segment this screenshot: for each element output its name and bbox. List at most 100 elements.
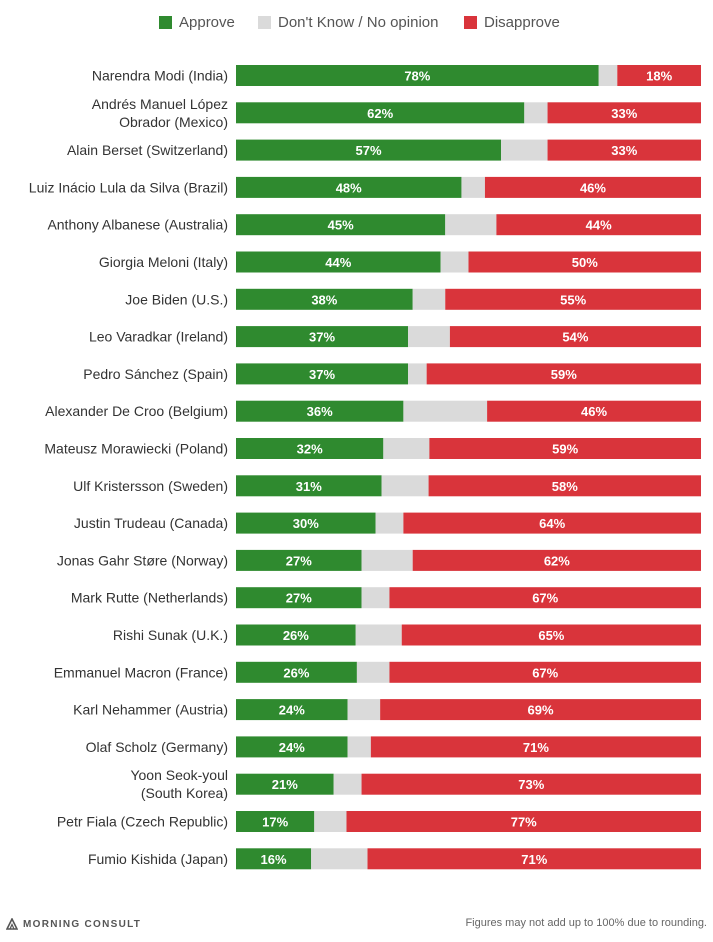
data-label-disapprove: 77% [511,815,537,830]
bar-segment-dontknow [381,475,429,497]
data-label-approve: 38% [311,292,337,307]
bar-segment-approve [236,736,348,758]
bar-segment-disapprove [389,661,701,683]
category-label-line: Andrés Manuel López [92,96,228,112]
category-label-line: Yoon Seok-youl [130,767,228,783]
bar-segment-disapprove [496,214,701,236]
bar-segment-approve [236,288,413,310]
category-label: Petr Fiala (Czech Republic) [57,814,228,830]
category-label-line: Obrador (Mexico) [119,114,228,130]
category-label: Leo Varadkar (Ireland) [89,329,228,345]
legend-swatch-disapprove [464,15,477,29]
bar-segment-disapprove [346,811,701,832]
bar-segment-approve [236,512,376,534]
data-label-approve: 37% [309,330,335,345]
bar-segment-disapprove [380,699,701,721]
bar-segment-dontknow [408,326,450,348]
logo-text: MORNING CONSULT [23,918,142,930]
data-label-approve: 17% [262,815,288,830]
bar-segment-disapprove [367,848,701,870]
bar-segment-dontknow [408,363,427,385]
bar-segment-dontknow [383,438,430,459]
bar-segment-disapprove [487,400,701,422]
bar-segment-dontknow [445,214,497,236]
bar-segment-disapprove [547,102,701,124]
bar-segment-disapprove [361,773,701,795]
bar-segment-dontknow [412,288,446,310]
data-label-approve: 27% [286,553,312,568]
bar-segment-disapprove [428,475,701,497]
bar-segment-disapprove [401,624,701,646]
data-label-disapprove: 59% [551,367,577,382]
category-label: Alexander De Croo (Belgium) [45,403,228,419]
bar-segment-dontknow [403,400,488,422]
category-label: Narendra Modi (India) [92,68,228,84]
legend-label-approve: Approve [179,13,235,31]
category-label: Andrés Manuel López Obrador (Mexico) [92,96,228,130]
data-label-approve: 48% [336,180,362,195]
category-label: Olaf Scholz (Germany) [86,739,228,755]
legend-swatch-dontknow [258,15,271,29]
bar-segment-disapprove [617,65,701,86]
bar-segment-disapprove [370,736,701,758]
legend-swatch-approve [159,15,172,29]
data-label-approve: 32% [297,442,323,457]
category-label: Giorgia Meloni (Italy) [99,254,228,270]
data-label-approve: 16% [261,852,287,867]
data-label-approve: 24% [279,703,305,718]
data-label-approve: 26% [283,665,309,680]
morning-consult-logo-icon [6,918,18,930]
bar-segment-approve [236,326,409,348]
bar-segment-approve [236,214,446,236]
data-label-disapprove: 71% [523,740,549,755]
bar-segment-approve [236,400,404,422]
category-label: Yoon Seok-youl (South Korea) [130,767,228,801]
data-label-approve: 31% [296,479,322,494]
bar-segment-approve [236,176,462,198]
data-label-disapprove: 71% [521,852,547,867]
bar-segment-dontknow [461,176,485,198]
bar-segment-approve [236,363,409,385]
legend-item-dontknow: Don't Know / No opinion [258,12,438,32]
data-label-disapprove: 64% [539,516,565,531]
data-label-approve: 24% [279,740,305,755]
data-label-disapprove: 73% [518,777,544,792]
data-label-approve: 30% [293,516,319,531]
bar-segment-approve [236,661,357,683]
data-label-approve: 27% [286,591,312,606]
bar-segment-disapprove [547,139,701,161]
bar-segment-approve [236,438,384,459]
data-label-approve: 36% [307,404,333,419]
bar-segment-approve [236,811,315,832]
data-label-disapprove: 44% [586,218,612,233]
category-label: Pedro Sánchez (Spain) [83,366,228,382]
data-label-disapprove: 50% [572,255,598,270]
bar-segment-disapprove [426,363,701,385]
bar-segment-approve [236,65,599,86]
rounding-footnote: Figures may not add up to 100% due to ro… [465,917,707,929]
data-label-approve: 57% [356,143,382,158]
bar-segment-approve [236,624,356,646]
legend-item-approve: Approve [159,12,235,32]
bar-segment-dontknow [361,587,390,609]
bar-segment-dontknow [598,65,618,86]
data-label-approve: 78% [404,69,430,84]
data-label-disapprove: 69% [528,703,554,718]
data-label-disapprove: 18% [646,69,672,84]
bar-segment-dontknow [311,848,368,870]
category-label: Mark Rutte (Netherlands) [71,590,228,606]
data-label-disapprove: 65% [538,628,564,643]
bar-segment-disapprove [445,288,701,310]
bar-segment-disapprove [389,587,701,609]
bar-segment-approve [236,699,348,721]
bar-segment-approve [236,848,312,870]
stacked-bar-chart: Narendra Modi (India) 78% 18% Andrés Manuel… [29,65,701,870]
bar-segment-approve [236,773,334,795]
data-label-disapprove: 46% [580,180,606,195]
bar-segment-approve [236,587,362,609]
data-label-disapprove: 67% [532,665,558,680]
category-label: Justin Trudeau (Canada) [74,515,228,531]
bar-segment-disapprove [429,438,701,459]
category-label: Emmanuel Macron (France) [54,664,228,680]
category-label: Karl Nehammer (Austria) [73,702,228,718]
